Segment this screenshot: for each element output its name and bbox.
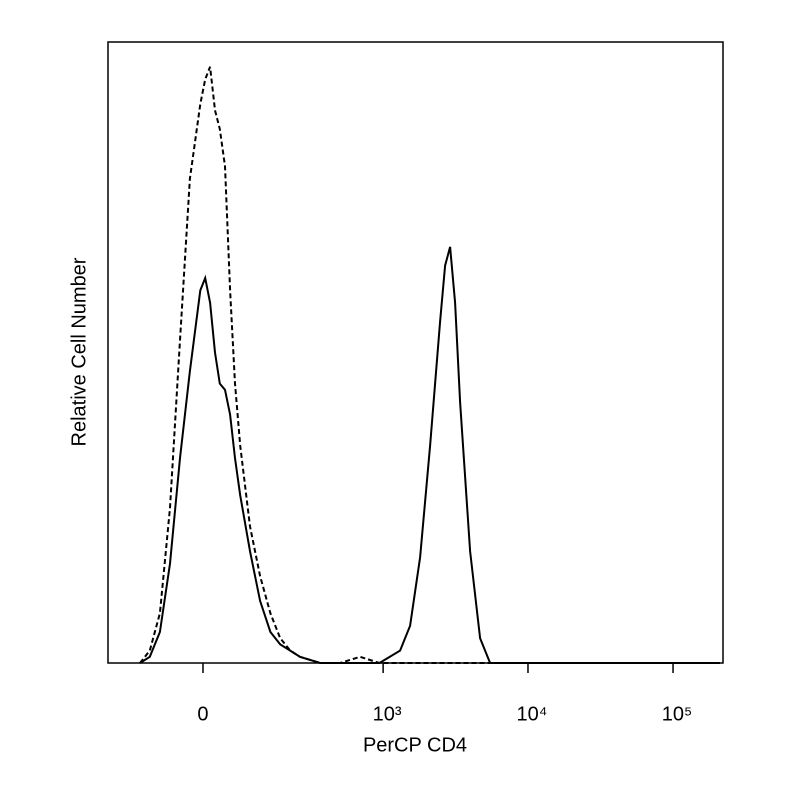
x-tick-label: 10⁴	[517, 703, 548, 725]
plot-frame	[107, 41, 724, 664]
x-tick-label: 10³	[373, 703, 402, 725]
y-axis-label: Relative Cell Number	[68, 257, 90, 446]
x-axis-label: PerCP CD4	[363, 734, 467, 756]
x-tick-label: 0	[197, 703, 208, 725]
histogram-line	[139, 246, 720, 664]
histogram-line	[139, 66, 720, 664]
x-tick-label: 10⁵	[662, 703, 693, 725]
